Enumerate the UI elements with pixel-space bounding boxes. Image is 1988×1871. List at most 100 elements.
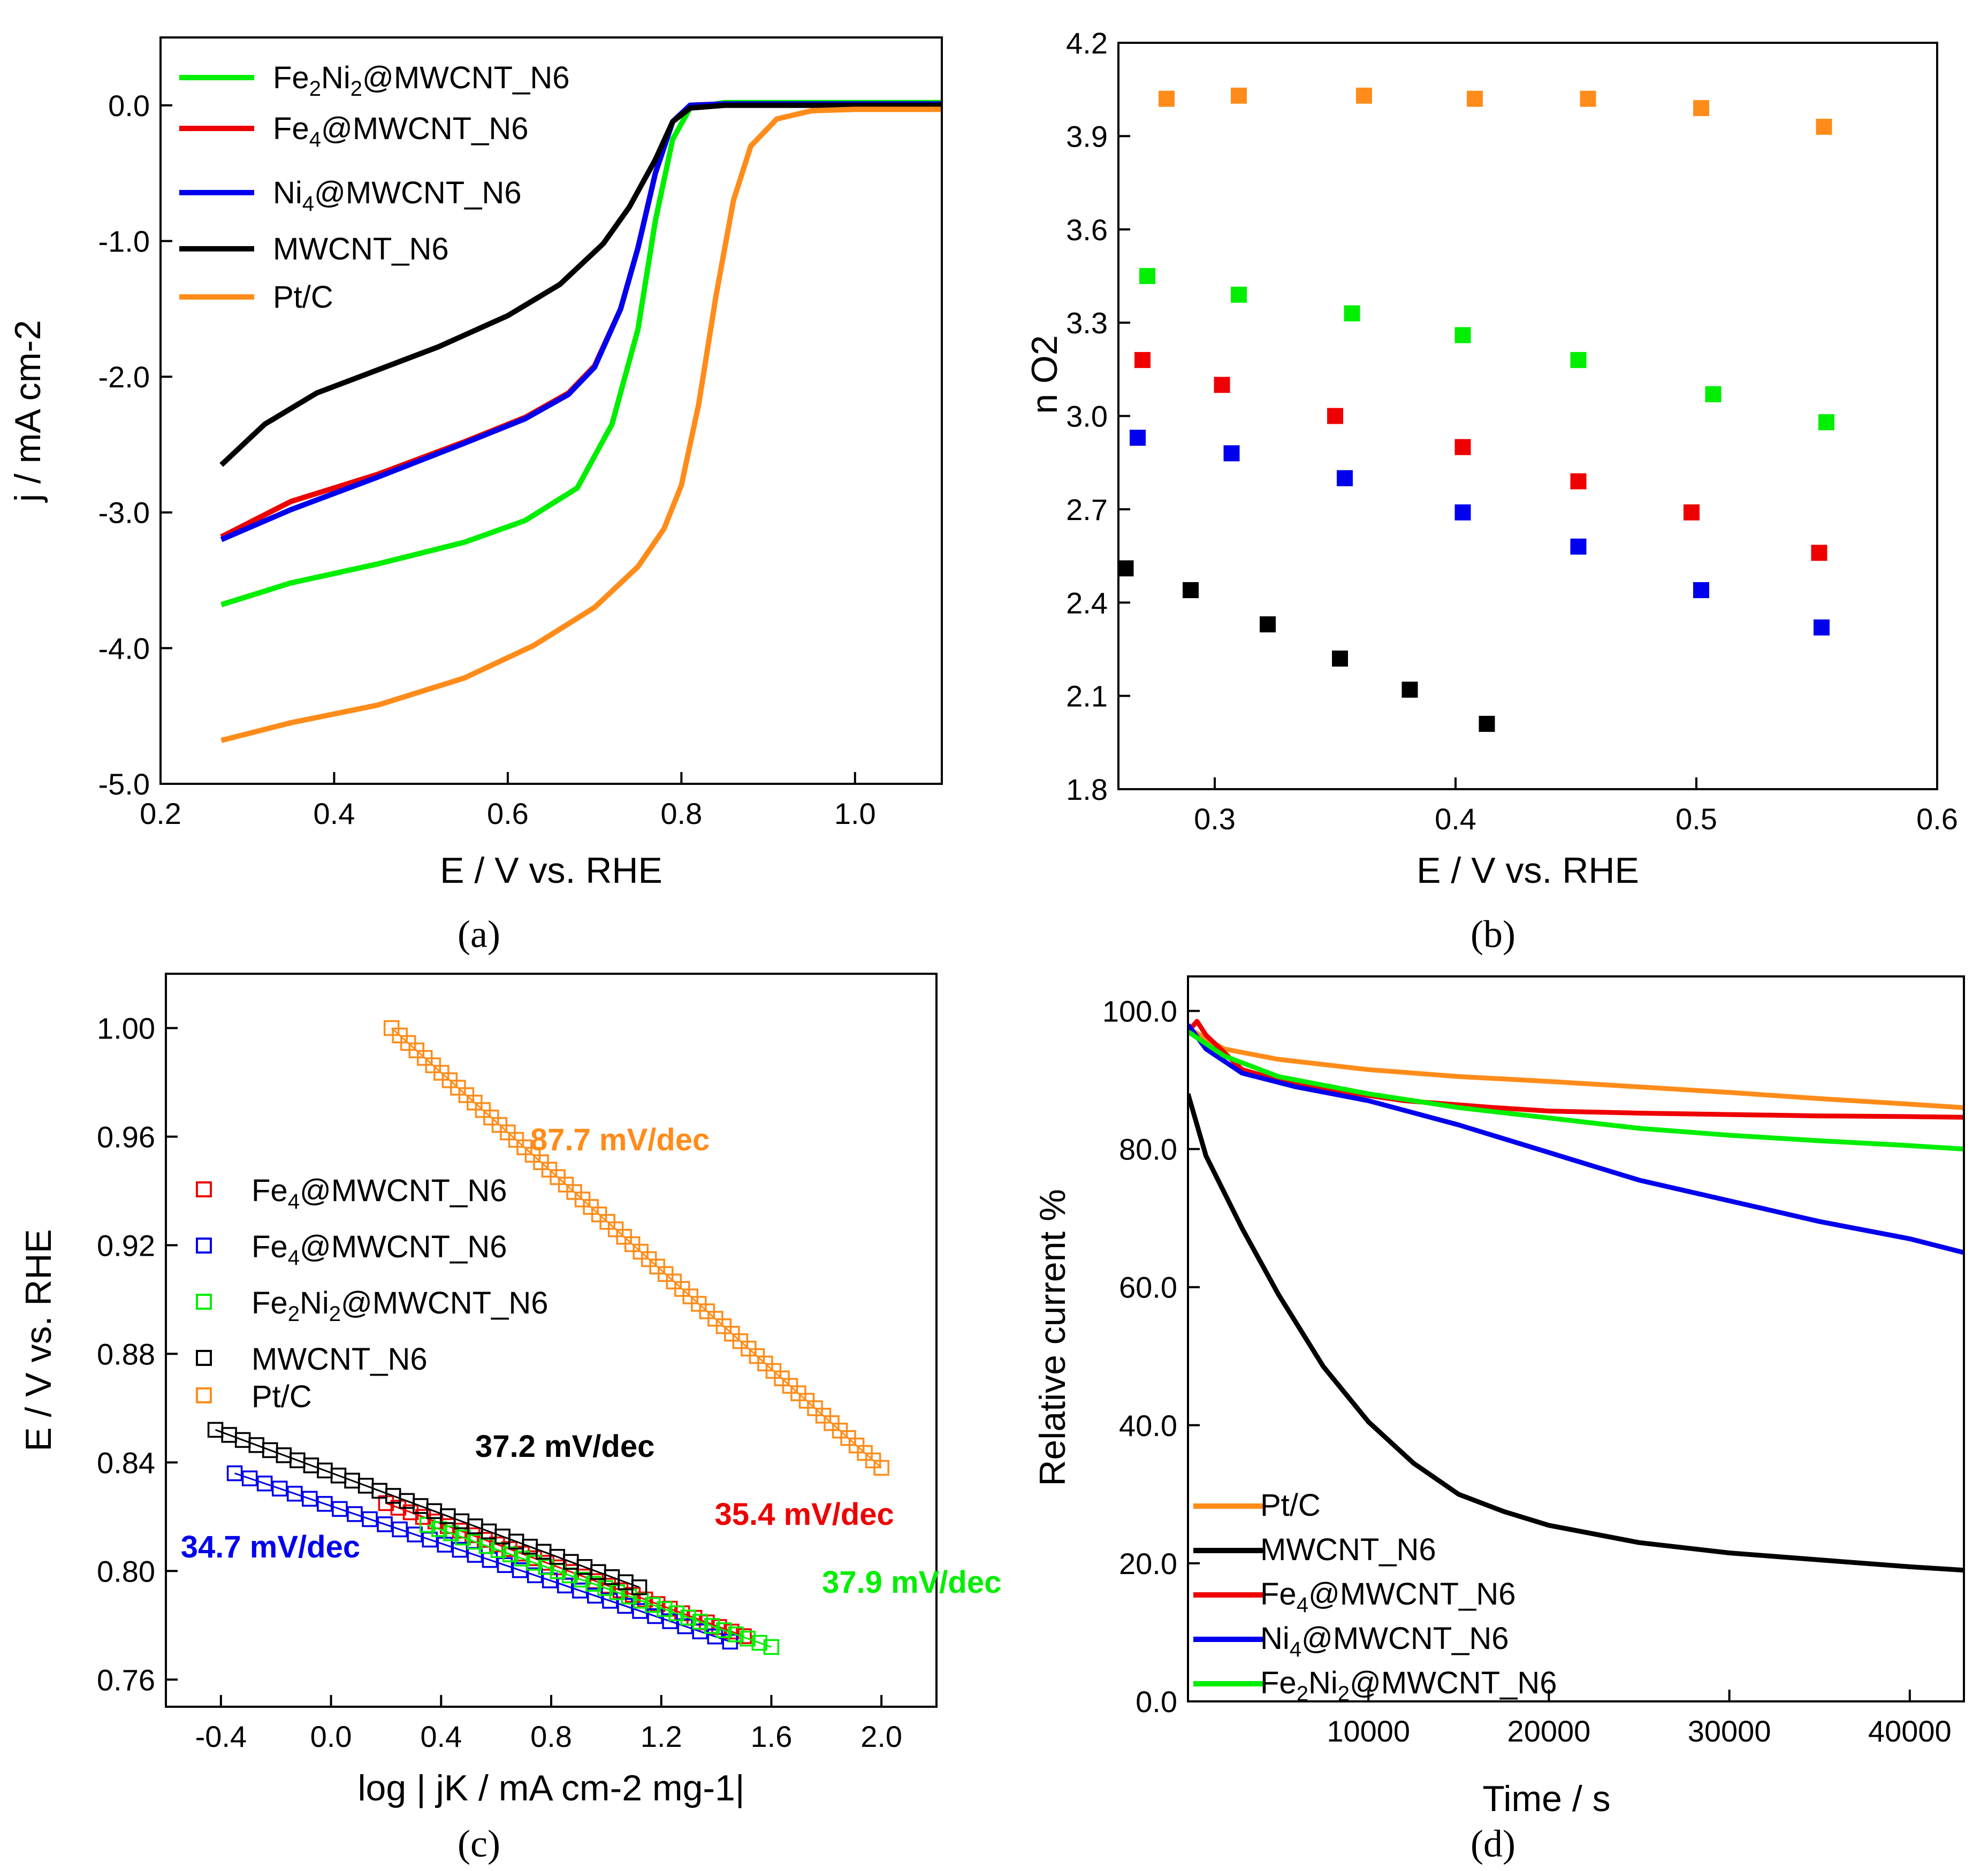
panel-c-series <box>207 1020 889 1655</box>
xtick-label-b-3: 0.6 <box>1916 802 1958 836</box>
point-c-fe4-mwcnt-n6-3 <box>415 1509 431 1525</box>
series-line-d-pt-c <box>1188 1026 1964 1110</box>
legend-label-c-2: Fe2Ni2@MWCNT_N6 <box>252 1286 549 1326</box>
point-c-ni4-mwcnt-n6-15 <box>452 1541 468 1558</box>
point-c-ni4-mwcnt-n6-10 <box>377 1516 393 1532</box>
ytick-label-b-4: 3.0 <box>1066 400 1108 433</box>
ytick-label-c-5: 0.96 <box>97 1120 155 1154</box>
xtick-label-c-0: -0.4 <box>195 1720 247 1753</box>
point-b-pt-c-4 <box>1580 90 1596 107</box>
point-b-fe2ni2-mwcnt-n6-3 <box>1454 327 1471 343</box>
point-b-ni4-mwcnt-n6-1 <box>1223 445 1240 462</box>
point-c-ni4-mwcnt-n6-9 <box>362 1511 378 1528</box>
point-b-fe4-mwcnt-n6-6 <box>1811 545 1827 561</box>
point-c-pt-c-59 <box>873 1460 889 1476</box>
point-b-fe4-mwcnt-n6-5 <box>1684 504 1700 521</box>
legend-label-d-0: Pt/C <box>1260 1488 1321 1523</box>
series-line-d-ni4-mwcnt-n6 <box>1188 1023 1964 1255</box>
panel-c-tafel: -0.4 0.0 0.4 0.8 1.2 1.6 2.0 0.76 0.80 0.84 0.88 0.… <box>18 973 1001 1865</box>
point-c-fe2ni2-mwcnt-n6-3 <box>455 1529 471 1546</box>
ytick-label-b-0: 1.8 <box>1066 773 1108 806</box>
slope-annotation-0: 87.7 mV/dec <box>530 1122 710 1157</box>
point-b-fe2ni2-mwcnt-n6-1 <box>1231 286 1247 303</box>
point-c-fe2ni2-mwcnt-n6-14 <box>585 1576 601 1592</box>
panel-d-label: (d) <box>1471 1822 1515 1865</box>
slope-annotation-2: 35.4 mV/dec <box>714 1497 894 1532</box>
point-b-fe2ni2-mwcnt-n6-5 <box>1705 386 1722 402</box>
ytick-label-c-3: 0.88 <box>97 1337 155 1371</box>
slope-annotation-3: 34.7 mV/dec <box>181 1530 360 1564</box>
point-c-fe2ni2-mwcnt-n6-1 <box>431 1521 447 1537</box>
panel-d-legend: Pt/C MWCNT_N6 Fe4@MWCNT_N6 Ni4@MWCNT_N6 … <box>1193 1488 1557 1706</box>
panel-a-ticks: 0.2 0.4 0.6 0.8 1.0 -5.0 -4.0 -3.0 -2.0 -1.0 0.0 <box>98 89 876 830</box>
point-c-ni4-mwcnt-n6-7 <box>332 1501 348 1517</box>
point-b-fe2ni2-mwcnt-n6-2 <box>1344 305 1360 322</box>
point-c-ni4-mwcnt-n6-12 <box>407 1526 423 1542</box>
series-line-a-mwcnt-n6 <box>219 102 942 467</box>
panel-a-ldv-curves: 0.2 0.4 0.6 0.8 1.0 -5.0 -4.0 -3.0 -2.0 -1.0 0.0 F… <box>7 36 943 956</box>
point-b-mwcnt-n6-2 <box>1260 616 1276 632</box>
ytick-label-b-6: 3.6 <box>1066 213 1108 247</box>
point-c-ni4-mwcnt-n6-6 <box>317 1496 333 1512</box>
legend-label-fe4: Fe4@MWCNT_N6 <box>273 111 528 151</box>
ytick-label-d-0: 0.0 <box>1136 1685 1177 1719</box>
ytick-label-c-4: 0.92 <box>97 1228 155 1262</box>
point-c-ni4-mwcnt-n6-11 <box>392 1521 408 1538</box>
point-b-fe2ni2-mwcnt-n6-6 <box>1818 414 1834 431</box>
xtick-label-c-5: 1.6 <box>750 1720 792 1753</box>
legend-label-c-3: MWCNT_N6 <box>252 1342 428 1377</box>
point-b-mwcnt-n6-1 <box>1183 582 1199 598</box>
ytick-label-c-1: 0.80 <box>97 1554 155 1588</box>
ytick-label-b-8: 4.2 <box>1066 26 1108 60</box>
ytick-label-d-1: 20.0 <box>1119 1547 1177 1580</box>
xtick-label-d-1: 20000 <box>1507 1714 1591 1748</box>
point-c-ni4-mwcnt-n6-5 <box>302 1491 318 1507</box>
point-c-fe2ni2-mwcnt-n6-10 <box>538 1559 554 1575</box>
panel-a-ylabel: j / mA cm-2 <box>7 320 48 503</box>
ytick-label-c-2: 0.84 <box>97 1446 155 1479</box>
panel-c-xlabel: log | jK / mA cm-2 mg-1| <box>357 1768 744 1808</box>
xtick-label-c-4: 1.2 <box>641 1720 682 1753</box>
point-c-fe2ni2-mwcnt-n6-29 <box>763 1639 780 1655</box>
point-c-mwcnt-n6-31 <box>631 1579 648 1595</box>
xtick-label-d-0: 10000 <box>1327 1714 1410 1748</box>
legend-label-d-4: Fe2Ni2@MWCNT_N6 <box>1260 1666 1557 1706</box>
point-b-ni4-mwcnt-n6-2 <box>1337 470 1353 486</box>
ytick-label-a-3: -2.0 <box>98 360 150 394</box>
panel-c-legend: Fe4@MWCNT_N6 Fe4@MWCNT_N6 Fe2Ni2@MWCNT_N… <box>196 1173 549 1414</box>
xtick-label-c-1: 0.0 <box>310 1720 352 1753</box>
point-b-fe4-mwcnt-n6-1 <box>1214 377 1230 393</box>
point-c-fe2ni2-mwcnt-n6-16 <box>609 1584 626 1600</box>
ytick-label-a-5: 0.0 <box>108 89 150 123</box>
legend-label-d-2: Fe4@MWCNT_N6 <box>1260 1577 1515 1617</box>
series-line-d-fe4-mwcnt-n6 <box>1188 1019 1964 1120</box>
ytick-label-c-6: 1.00 <box>97 1011 155 1045</box>
panel-b-ticks: 0.3 0.4 0.5 0.6 1.8 2.1 2.4 2.7 3.0 3.3 3.6 3.9 4.2 <box>1066 26 1958 836</box>
point-b-fe4-mwcnt-n6-0 <box>1134 352 1151 368</box>
panel-d-stability: 10000 20000 30000 40000 0.0 20.0 40.0 60.0 80.0 1… <box>1032 975 1965 1865</box>
point-c-fe2ni2-mwcnt-n6-26 <box>728 1626 744 1643</box>
panel-a-frame <box>159 36 943 785</box>
panel-c-label: (c) <box>458 1822 500 1865</box>
panel-b-label: (b) <box>1471 913 1515 956</box>
ytick-label-b-7: 3.9 <box>1066 119 1108 153</box>
xtick-label-a-3: 0.8 <box>660 797 702 830</box>
xtick-label-a-0: 0.2 <box>140 797 181 830</box>
point-c-fe2ni2-mwcnt-n6-28 <box>751 1635 768 1651</box>
legend-marker-c-1 <box>196 1238 212 1254</box>
point-c-fe4-mwcnt-n6-9 <box>489 1536 505 1553</box>
ytick-label-a-4: -1.0 <box>98 224 150 258</box>
point-c-fe2ni2-mwcnt-n6-2 <box>443 1525 459 1541</box>
panel-b-frame <box>1117 42 1938 790</box>
xtick-label-c-3: 0.8 <box>530 1720 572 1753</box>
point-c-fe2ni2-mwcnt-n6-20 <box>657 1601 673 1617</box>
panel-b-xlabel: E / V vs. RHE <box>1416 850 1639 891</box>
panel-a-label: (a) <box>458 913 500 956</box>
point-c-ni4-mwcnt-n6-3 <box>271 1480 288 1496</box>
point-c-ni4-mwcnt-n6-1 <box>241 1470 258 1486</box>
point-c-fe2ni2-mwcnt-n6-9 <box>526 1555 542 1571</box>
ytick-label-d-2: 40.0 <box>1119 1409 1177 1442</box>
legend-marker-c-0 <box>196 1181 212 1197</box>
ytick-label-a-0: -5.0 <box>98 767 150 801</box>
